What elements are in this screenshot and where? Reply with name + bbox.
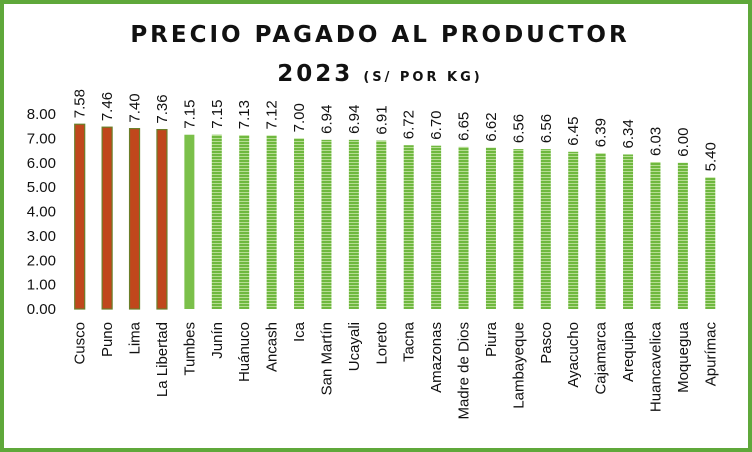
bar [101,126,113,310]
category-label: Lambayeque [510,322,527,409]
bar [623,154,634,309]
bar [156,128,168,310]
bar [650,162,661,309]
chart-year: 2023 [277,61,354,87]
y-tick-label: 8.00 [27,106,56,123]
y-tick-label: 5.00 [27,179,56,196]
data-label: 7.40 [127,93,144,122]
data-label: 6.94 [346,105,363,134]
data-label: 7.12 [264,100,281,129]
chart-unit: (S/ POR KG) [363,70,483,85]
category-label: Puno [99,322,116,357]
data-label: 7.15 [181,100,198,129]
category-label: Junín [209,322,226,359]
data-label: 6.56 [538,114,555,143]
bar-chart: 0.00 1.00 2.00 3.00 4.00 5.00 6.00 7.00 8.00 7.58… [27,89,719,420]
data-label: 6.39 [593,118,610,147]
category-label: San Martín [318,322,335,395]
y-tick-label: 4.00 [27,204,56,221]
category-label: Apurímac [702,322,719,387]
y-tick-label: 6.00 [27,155,56,172]
bar [403,145,414,309]
bar [376,140,387,309]
data-label: 7.15 [209,100,226,129]
y-tick-label: 1.00 [27,277,56,294]
bar [568,151,579,309]
data-label: 5.40 [702,142,719,171]
y-tick-label: 2.00 [27,252,56,269]
bar [321,139,332,309]
category-label: Huancavelica [647,321,664,412]
data-label: 6.45 [565,117,582,146]
bar [705,177,716,309]
data-label: 7.00 [291,103,308,132]
bar [677,162,688,309]
bar [458,146,469,309]
data-label: 6.56 [510,114,527,143]
bar [595,153,606,309]
category-label: La Libertad [154,322,171,397]
bar [211,134,222,309]
bar [74,123,86,310]
category-label: Tacna [401,321,418,362]
bar [485,147,496,309]
category-label: Pasco [538,322,555,364]
category-label: Cajamarca [593,321,610,394]
category-label: Loreto [373,322,390,365]
data-label: 6.03 [647,127,664,156]
bar [513,149,524,309]
category-label: Cusco [72,322,89,365]
bar [348,139,359,309]
category-label: Huánuco [236,322,253,382]
y-tick-label: 0.00 [27,301,56,318]
data-label: 6.34 [620,119,637,148]
chart-subtitle: 2023 (S/ POR KG) [4,61,748,87]
chart-title: PRECIO PAGADO AL PRODUCTOR [130,22,630,48]
category-label: Ica [291,321,308,342]
bar [266,135,277,309]
y-tick-label: 3.00 [27,228,56,245]
bar [128,128,141,310]
y-tick-label: 7.00 [27,130,56,147]
data-label: 6.94 [318,105,335,134]
category-label: Ancash [264,322,281,372]
category-label: Tumbes [181,322,198,376]
data-label: 7.46 [99,92,116,121]
data-label: 7.13 [236,100,253,129]
bar [239,135,250,309]
category-label: Lima [127,321,144,354]
data-label: 6.62 [483,112,500,141]
data-label: 6.00 [675,128,692,157]
data-label: 6.91 [373,105,390,134]
bar [184,134,195,309]
category-label: Ucayali [346,322,363,371]
data-label: 6.65 [456,112,473,141]
bar [431,145,442,309]
category-label: Amazonas [428,322,445,393]
category-label: Moquegua [675,321,692,393]
category-label: Arequipa [620,321,637,382]
data-label: 6.70 [428,110,445,139]
category-label: Piura [483,321,500,357]
category-label: Madre de Dios [456,322,473,420]
data-label: 7.58 [72,89,89,118]
data-label: 7.36 [154,94,171,123]
data-label: 6.72 [401,110,418,139]
category-label: Ayacucho [565,322,582,388]
bar [294,138,305,309]
bar [540,149,551,309]
